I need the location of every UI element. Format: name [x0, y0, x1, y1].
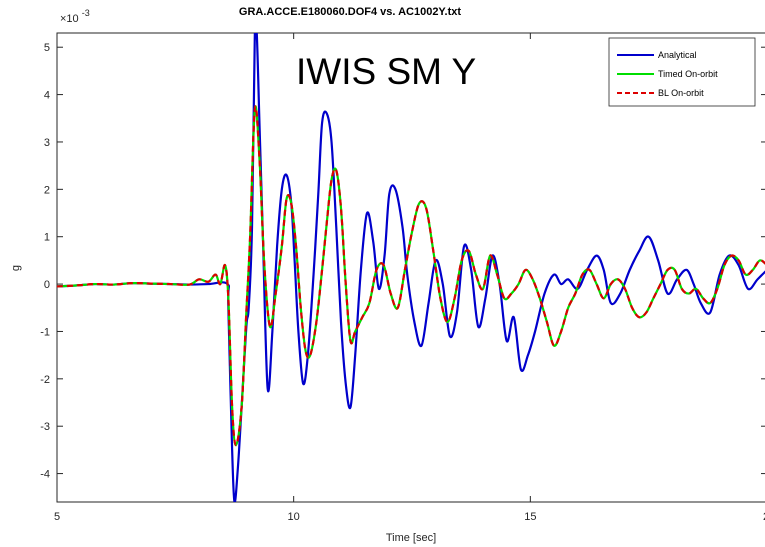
- legend-label-bl: BL On-orbit: [658, 88, 704, 98]
- legend: Analytical Timed On-orbit BL On-orbit: [608, 37, 756, 107]
- y-tick-label: 1: [44, 232, 50, 244]
- series-layer: [57, 33, 765, 502]
- legend-label-analytical: Analytical: [658, 50, 697, 60]
- y-tick-label: -3: [40, 421, 50, 433]
- y-tick-label: 4: [44, 90, 50, 102]
- x-tick-label: 5: [54, 511, 60, 523]
- x-tick-label: 10: [288, 511, 300, 523]
- chart-title: GRA.ACCE.E180060.DOF4 vs. AC1002Y.txt: [239, 6, 461, 18]
- y-tick-label: 2: [44, 184, 50, 196]
- x-tick-label: 15: [524, 511, 536, 523]
- y-exponent-power: -3: [82, 8, 90, 18]
- series-analytical-line: [57, 33, 765, 502]
- x-axis-label: Time [sec]: [386, 532, 436, 544]
- y-tick-label: 3: [44, 137, 50, 149]
- legend-label-timed: Timed On-orbit: [658, 69, 718, 79]
- y-tick-label: 5: [44, 42, 50, 54]
- y-tick-label: -1: [40, 326, 50, 338]
- y-tick-label: -4: [40, 469, 50, 481]
- series-bl-onorbit-line: [57, 105, 765, 447]
- y-exponent-prefix: ×10: [60, 13, 79, 25]
- y-exponent-label: ×10 -3: [60, 8, 90, 25]
- y-tick-label: 0: [44, 279, 50, 291]
- y-tick-label: -2: [40, 374, 50, 386]
- ticks-layer: 5 10 15 2 -4 -3 -2 -1 0 1 2 3 4 5: [40, 33, 765, 523]
- x-tick-label-partial: 2: [763, 511, 765, 523]
- plot-area: [56, 32, 765, 503]
- legend-box: [608, 37, 756, 107]
- y-axis-label: g: [10, 265, 22, 271]
- annotation-text: IWIS SM Y: [296, 51, 476, 92]
